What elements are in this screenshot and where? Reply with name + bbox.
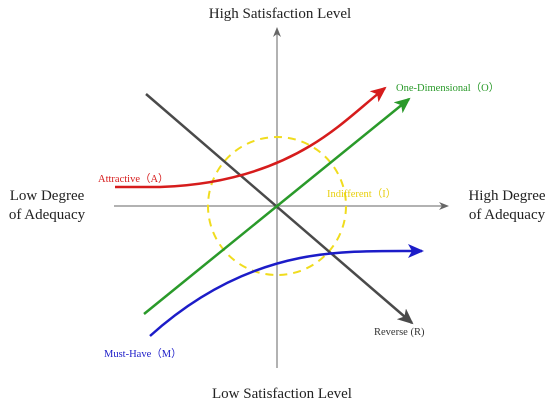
bottom-axis-label: Low Satisfaction Level (212, 386, 352, 402)
right-axis-label-line2: of Adequacy (469, 207, 546, 223)
indifferent-circle (207, 136, 347, 276)
one-dimensional-line (143, 97, 411, 315)
reverse-label: Reverse (R) (374, 327, 425, 338)
reverse-line (145, 93, 414, 325)
left-axis-label-line2: of Adequacy (9, 207, 86, 223)
top-axis-label: High Satisfaction Level (209, 6, 351, 22)
attractive-label: Attractive（A） (98, 173, 169, 185)
must-have-curve (149, 243, 424, 337)
must-have-label: Must-Have（M） (104, 348, 182, 360)
indifferent-label: Indifferent（I） (327, 188, 396, 200)
one-dimensional-label: One-Dimensional（O） (396, 82, 499, 94)
right-axis-label-line1: High Degree (468, 188, 545, 204)
left-axis-label-line1: Low Degree (10, 188, 85, 204)
attractive-curve (115, 86, 387, 189)
